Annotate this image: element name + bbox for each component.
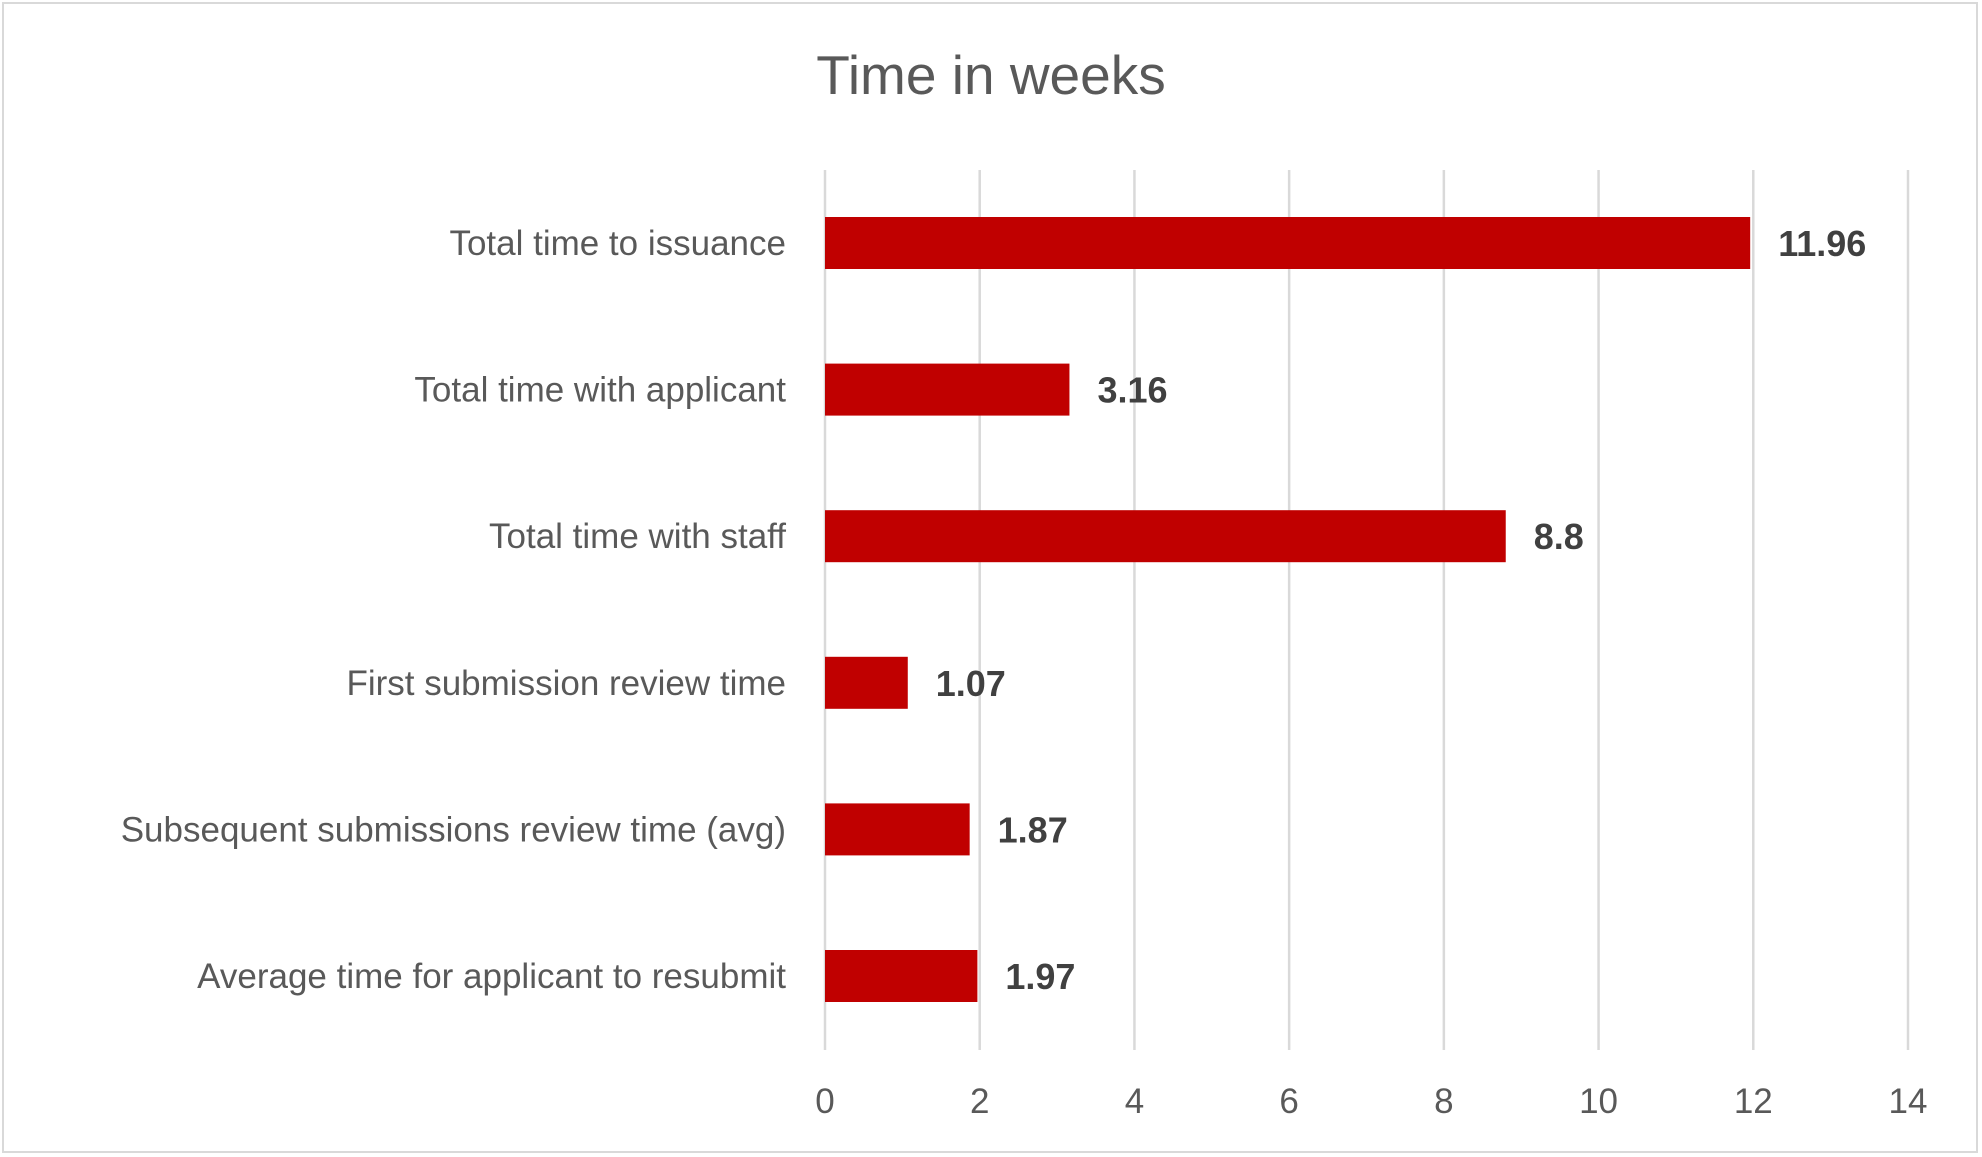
x-tick-label: 14 bbox=[1889, 1082, 1928, 1121]
category-label: Total time to issuance bbox=[449, 224, 786, 263]
x-tick-label: 6 bbox=[1279, 1082, 1298, 1121]
category-labels: Total time to issuance Total time with ap… bbox=[121, 224, 787, 996]
x-tick-label: 2 bbox=[970, 1082, 989, 1121]
data-label: 3.16 bbox=[1097, 370, 1167, 411]
data-label: 8.8 bbox=[1534, 516, 1584, 557]
x-tick-label: 4 bbox=[1125, 1082, 1144, 1121]
data-label: 1.07 bbox=[936, 663, 1006, 704]
bar bbox=[825, 950, 978, 1002]
bar bbox=[825, 363, 1070, 416]
gridlines bbox=[823, 170, 1910, 1050]
category-label: Subsequent submissions review time (avg) bbox=[121, 810, 786, 849]
data-label: 1.97 bbox=[1005, 956, 1075, 997]
chart-title: Time in weeks bbox=[816, 44, 1165, 106]
x-tick-label: 8 bbox=[1434, 1082, 1453, 1121]
data-labels: 11.96 3.16 8.8 1.07 1.87 1.97 bbox=[936, 223, 1867, 997]
category-label: First submission review time bbox=[346, 664, 786, 703]
category-label: Average time for applicant to resubmit bbox=[197, 957, 786, 996]
bar bbox=[825, 656, 908, 709]
bar bbox=[825, 803, 970, 856]
data-label: 11.96 bbox=[1778, 223, 1866, 264]
x-axis-tick-labels: 0 2 4 6 8 10 12 14 bbox=[815, 1082, 1927, 1121]
x-tick-label: 10 bbox=[1579, 1082, 1618, 1121]
x-tick-label: 12 bbox=[1734, 1082, 1773, 1121]
data-label: 1.87 bbox=[998, 809, 1068, 850]
bars bbox=[825, 217, 1751, 1002]
bar bbox=[825, 217, 1751, 269]
bar bbox=[825, 510, 1506, 563]
category-label: Total time with staff bbox=[489, 517, 786, 556]
x-tick-label: 0 bbox=[815, 1082, 834, 1121]
category-label: Total time with applicant bbox=[414, 371, 786, 410]
